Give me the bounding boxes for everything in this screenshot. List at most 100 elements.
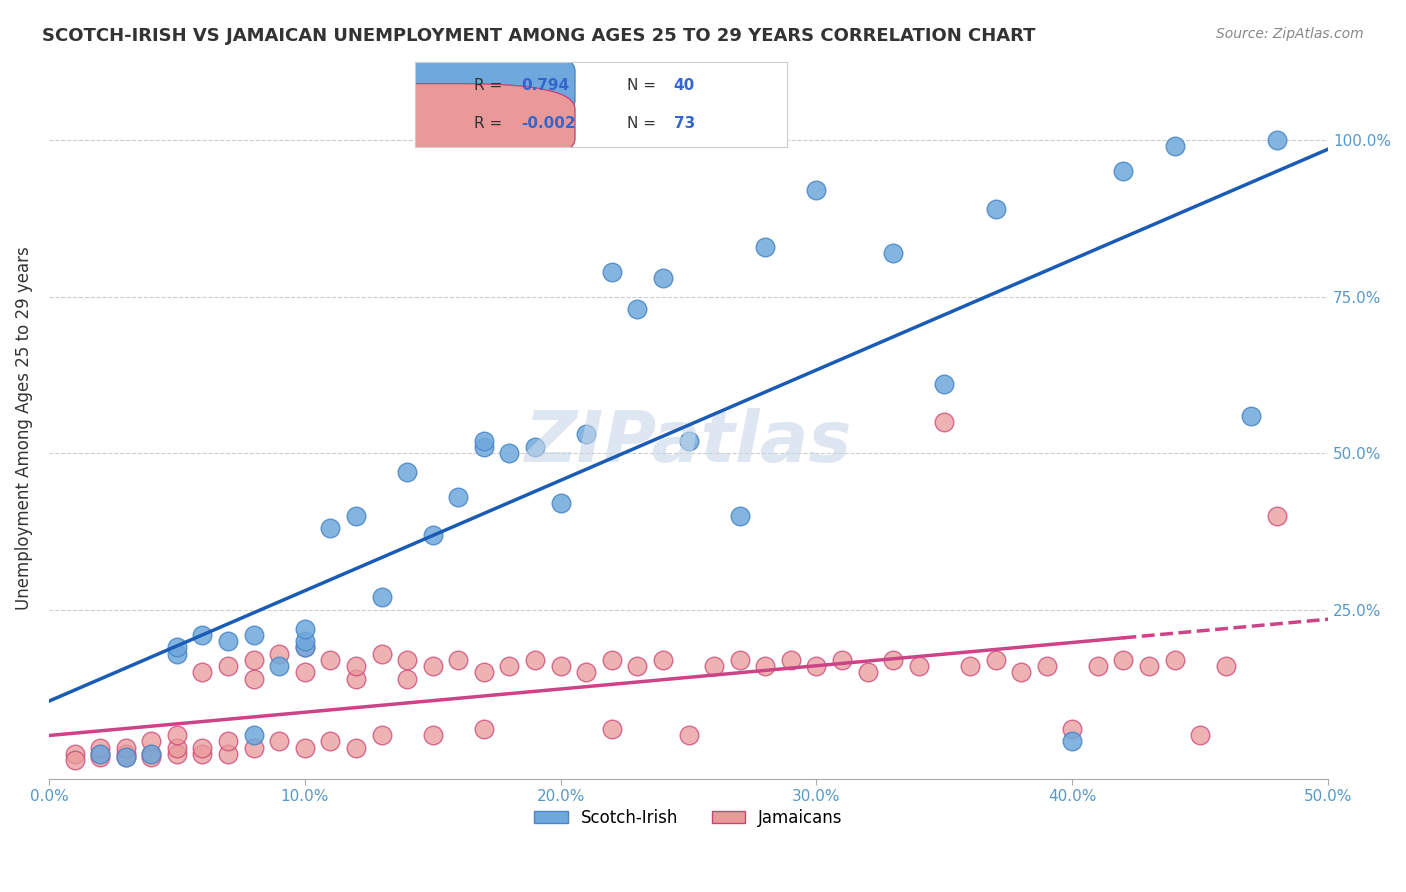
Point — [678, 434, 700, 448]
Point — [1265, 133, 1288, 147]
Text: ZIPatlas: ZIPatlas — [524, 408, 852, 476]
Point — [472, 722, 495, 736]
Text: SCOTCH-IRISH VS JAMAICAN UNEMPLOYMENT AMONG AGES 25 TO 29 YEARS CORRELATION CHAR: SCOTCH-IRISH VS JAMAICAN UNEMPLOYMENT AM… — [42, 27, 1036, 45]
Point — [166, 647, 188, 661]
Point — [984, 202, 1007, 216]
Text: R =: R = — [474, 116, 502, 131]
Point — [422, 659, 444, 673]
Point — [422, 728, 444, 742]
Point — [370, 647, 392, 661]
Point — [1163, 653, 1185, 667]
Point — [217, 747, 239, 761]
Point — [89, 740, 111, 755]
Point — [242, 628, 264, 642]
Point — [550, 659, 572, 673]
Point — [294, 640, 316, 655]
Point — [396, 653, 419, 667]
Point — [396, 465, 419, 479]
Point — [1240, 409, 1263, 423]
Point — [1035, 659, 1057, 673]
Point — [166, 740, 188, 755]
Point — [141, 747, 163, 761]
Point — [114, 750, 136, 764]
Point — [447, 490, 470, 504]
Point — [1087, 659, 1109, 673]
FancyBboxPatch shape — [311, 84, 575, 164]
Point — [1112, 653, 1135, 667]
Point — [626, 659, 648, 673]
Text: -0.002: -0.002 — [522, 116, 575, 131]
Point — [191, 740, 214, 755]
Point — [575, 665, 598, 680]
Point — [89, 750, 111, 764]
Point — [1062, 722, 1084, 736]
Point — [242, 672, 264, 686]
Point — [89, 747, 111, 761]
Text: N =: N = — [627, 78, 657, 94]
Point — [141, 747, 163, 761]
Point — [370, 591, 392, 605]
Point — [524, 440, 547, 454]
Point — [472, 434, 495, 448]
Point — [269, 659, 291, 673]
Point — [1163, 139, 1185, 153]
Point — [344, 659, 367, 673]
Y-axis label: Unemployment Among Ages 25 to 29 years: Unemployment Among Ages 25 to 29 years — [15, 246, 32, 610]
Point — [166, 728, 188, 742]
Point — [498, 659, 520, 673]
Point — [1137, 659, 1160, 673]
Point — [344, 508, 367, 523]
Point — [344, 672, 367, 686]
Point — [575, 427, 598, 442]
Point — [319, 653, 342, 667]
Point — [472, 440, 495, 454]
Point — [882, 245, 904, 260]
Point — [806, 183, 828, 197]
Point — [269, 734, 291, 748]
Point — [806, 659, 828, 673]
Point — [294, 740, 316, 755]
Point — [114, 750, 136, 764]
Point — [934, 377, 956, 392]
Text: 40: 40 — [673, 78, 695, 94]
Point — [882, 653, 904, 667]
Point — [269, 647, 291, 661]
Point — [63, 753, 86, 767]
Point — [166, 640, 188, 655]
Point — [703, 659, 725, 673]
Point — [498, 446, 520, 460]
Point — [114, 740, 136, 755]
Point — [1112, 164, 1135, 178]
Point — [1265, 508, 1288, 523]
Point — [934, 415, 956, 429]
Point — [63, 747, 86, 761]
Point — [1010, 665, 1032, 680]
Point — [754, 659, 776, 673]
Point — [447, 653, 470, 667]
Point — [141, 734, 163, 748]
Point — [294, 622, 316, 636]
Text: R =: R = — [474, 78, 502, 94]
Point — [626, 302, 648, 317]
Point — [141, 750, 163, 764]
Point — [191, 665, 214, 680]
Point — [524, 653, 547, 667]
Point — [114, 747, 136, 761]
Point — [294, 640, 316, 655]
Point — [780, 653, 803, 667]
Point — [217, 659, 239, 673]
Legend: Scotch-Irish, Jamaicans: Scotch-Irish, Jamaicans — [527, 803, 849, 834]
Point — [856, 665, 879, 680]
Point — [370, 728, 392, 742]
Text: N =: N = — [627, 116, 657, 131]
Point — [1062, 734, 1084, 748]
Point — [396, 672, 419, 686]
Point — [166, 747, 188, 761]
Point — [217, 634, 239, 648]
Point — [678, 728, 700, 742]
Point — [728, 508, 751, 523]
Point — [728, 653, 751, 667]
Text: Source: ZipAtlas.com: Source: ZipAtlas.com — [1216, 27, 1364, 41]
Point — [242, 740, 264, 755]
Point — [1215, 659, 1237, 673]
